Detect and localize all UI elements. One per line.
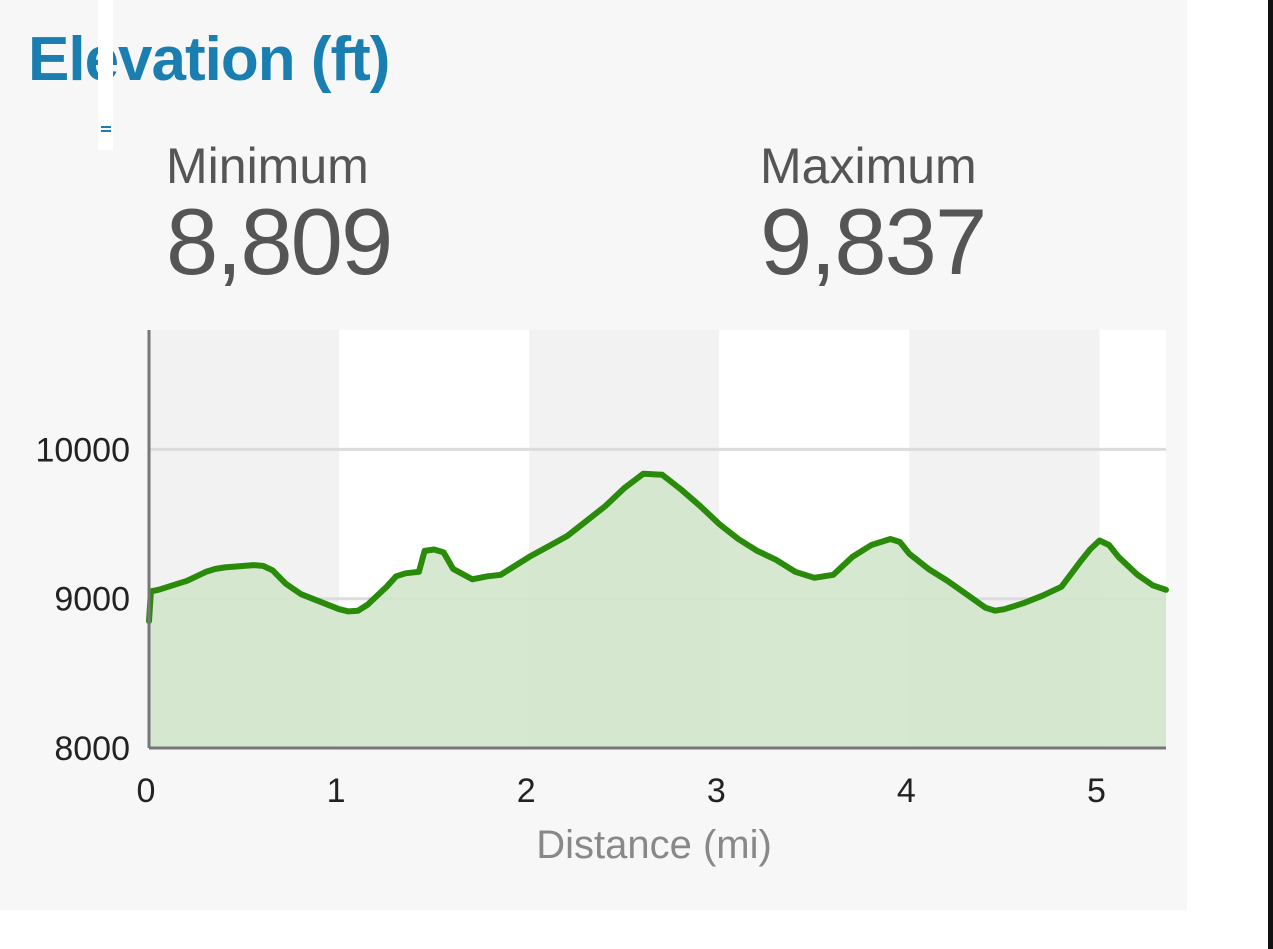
x-tick-labels: 0 1 2 3 4 5 xyxy=(137,772,1106,810)
x-tick-label: 0 xyxy=(137,772,156,810)
x-axis-title: Distance (mi) xyxy=(536,823,772,867)
stat-maximum-value: 9,837 xyxy=(760,189,987,294)
y-tick-label: 10000 xyxy=(35,431,130,469)
stat-maximum-label: Maximum xyxy=(760,138,977,194)
chart-area-layer xyxy=(146,470,1169,748)
x-tick-label: 5 xyxy=(1087,772,1106,810)
x-tick-label: 1 xyxy=(327,772,346,810)
x-tick-label: 4 xyxy=(897,772,916,810)
window-edge xyxy=(1268,0,1273,949)
stat-maximum: Maximum 9,837 xyxy=(760,138,987,294)
y-tick-label: 8000 xyxy=(54,730,130,768)
menu-icon xyxy=(101,126,111,132)
elevation-area xyxy=(149,473,1166,748)
stat-minimum-label: Minimum xyxy=(166,138,369,194)
chart-axes xyxy=(147,330,1166,750)
page-title: Elevation (ft) xyxy=(28,25,390,94)
stat-minimum-value: 8,809 xyxy=(166,189,393,294)
y-tick-label: 9000 xyxy=(54,581,130,619)
title-overlay-strip xyxy=(98,0,113,150)
elevation-line xyxy=(146,470,1169,625)
x-tick-label: 2 xyxy=(517,772,536,810)
y-tick-labels: 8000 9000 10000 xyxy=(35,431,130,768)
x-tick-label: 3 xyxy=(707,772,726,810)
elevation-chart: 8000 9000 10000 0 1 2 3 4 5 Distance (mi) xyxy=(35,330,1169,867)
stat-minimum: Minimum 8,809 xyxy=(166,138,393,294)
